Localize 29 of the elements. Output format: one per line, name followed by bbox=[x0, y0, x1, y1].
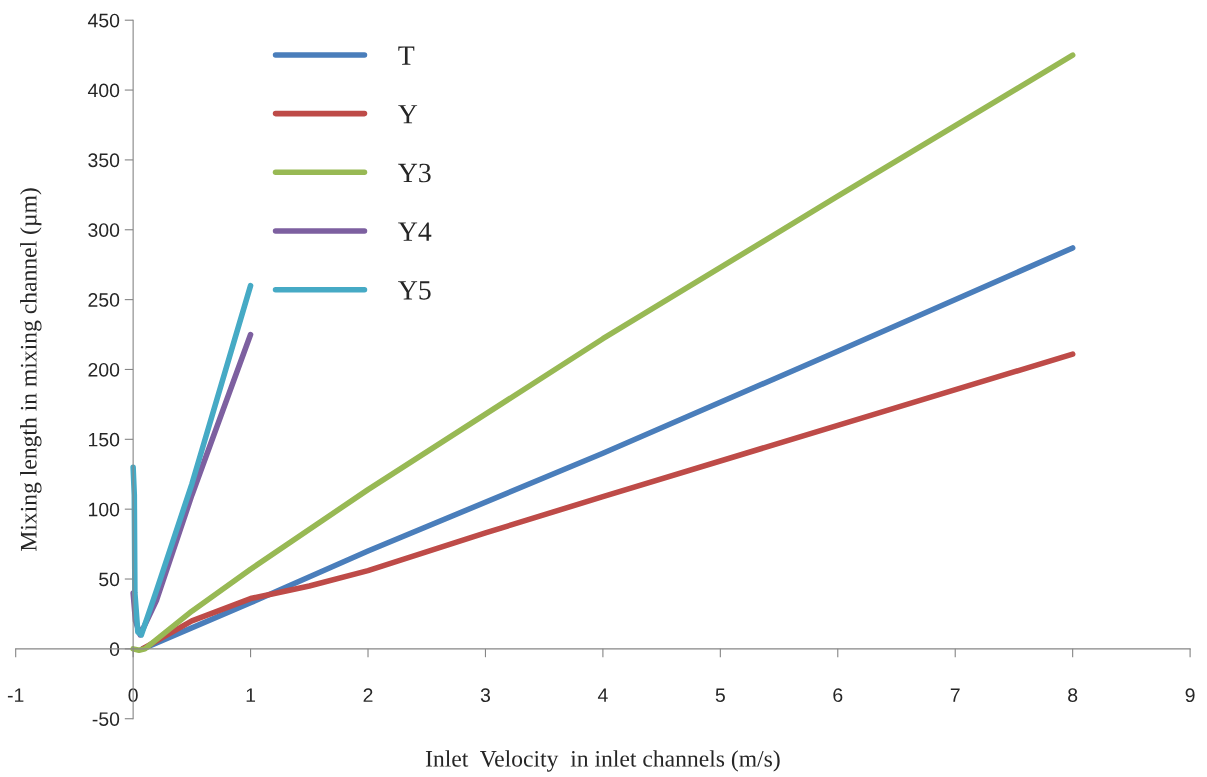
x-tick-label: 5 bbox=[715, 688, 725, 703]
x-tick-label: 1 bbox=[246, 688, 256, 702]
y-tick-label: 400 bbox=[87, 83, 120, 98]
legend-label: Y3 bbox=[398, 163, 431, 183]
y-axis-title: Mixing length in mixing channel (µm) bbox=[20, 188, 42, 552]
y-tick-label: 250 bbox=[88, 293, 120, 307]
y-tick-label: 350 bbox=[88, 153, 120, 168]
x-tick-label: 3 bbox=[480, 688, 491, 703]
x-tick-label: 4 bbox=[597, 688, 608, 702]
y-tick-label: 0 bbox=[109, 642, 120, 657]
y-tick-label: 300 bbox=[88, 223, 120, 237]
y-tick-label: -50 bbox=[92, 712, 120, 726]
legend-label: Y5 bbox=[398, 281, 431, 300]
y-tick-label: 200 bbox=[88, 362, 120, 377]
y-tick-label: 100 bbox=[88, 502, 120, 517]
legend-label: T bbox=[398, 46, 415, 65]
x-tick-label: 6 bbox=[833, 688, 843, 703]
x-tick-label: -1 bbox=[7, 688, 24, 702]
legend-label: Y bbox=[398, 105, 418, 124]
x-tick-label: 8 bbox=[1068, 688, 1078, 703]
x-tick-label: 2 bbox=[363, 688, 373, 702]
x-tick-label: 7 bbox=[950, 688, 960, 702]
x-tick-label: 9 bbox=[1185, 688, 1195, 703]
x-tick-label: 0 bbox=[128, 688, 138, 703]
y-tick-label: 50 bbox=[99, 572, 120, 587]
legend-label: Y4 bbox=[398, 222, 432, 241]
y-tick-label: 450 bbox=[87, 13, 120, 28]
x-axis-title: Inlet Velocity in inlet channels (m/s) bbox=[425, 750, 780, 772]
y-tick-label: 150 bbox=[88, 432, 120, 447]
